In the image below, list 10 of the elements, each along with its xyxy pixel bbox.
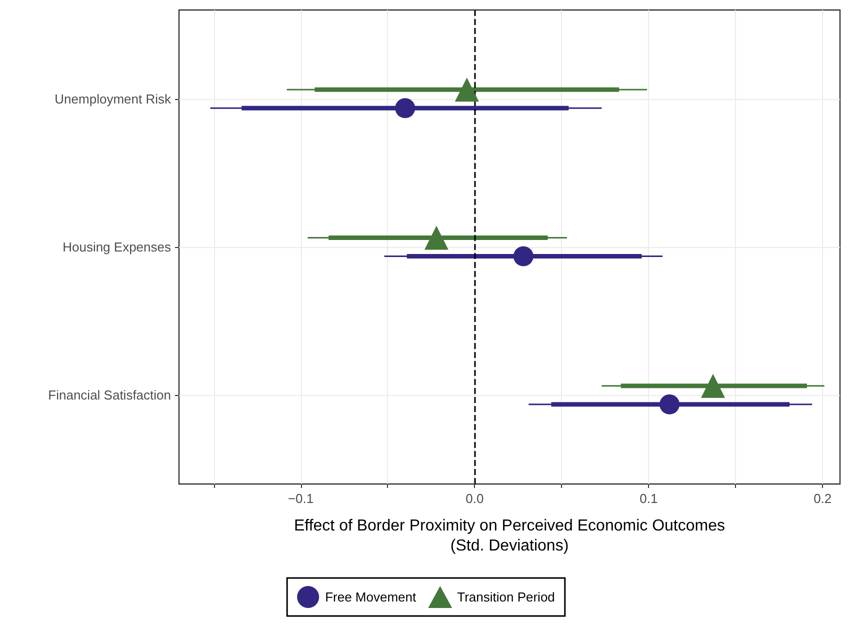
x-tick-label: 0.0 [466,491,484,506]
y-tick-label: Unemployment Risk [54,91,172,106]
y-tick-label: Housing Expenses [62,240,172,254]
legend-label: Transition Period [457,590,555,604]
x-axis-title: Effect of Border Proximity on Perceived Economic Outcomes (Std. Deviations) [294,518,725,554]
x-tick-label: 0.1 [640,491,658,506]
legend-label: Free Movement [325,590,417,604]
x-tick-label: 0.2 [814,491,832,506]
y-tick-label: Financial Satisfaction [48,388,171,403]
x-tick-label: −0.1 [288,491,314,506]
